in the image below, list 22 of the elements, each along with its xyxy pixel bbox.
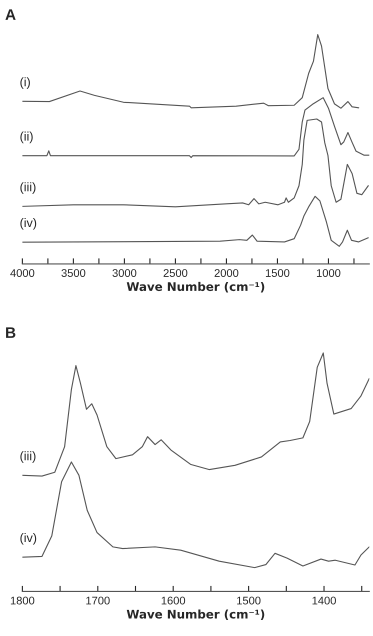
x-axis-title: Wave Number (cm⁻¹) <box>126 282 264 292</box>
x-tick-label: 1500 <box>266 269 290 277</box>
x-tick-label: 1000 <box>316 269 340 277</box>
series-label: (ii) <box>20 132 33 144</box>
x-axis-title: Wave Number (cm⁻¹) <box>126 609 264 620</box>
chart-title: B <box>6 327 16 338</box>
x-tick-label: 3000 <box>112 269 136 277</box>
x-tick-label: 1500 <box>237 596 261 605</box>
x-tick-label: 2000 <box>214 269 238 277</box>
series-label: (iii) <box>20 182 36 194</box>
x-tick-label: 3500 <box>61 269 86 277</box>
x-tick-label: 1800 <box>10 596 34 605</box>
x-tick-label: 2500 <box>164 269 188 277</box>
chart-title: A <box>5 9 16 20</box>
series-label: (iv) <box>20 532 36 545</box>
x-tick-label: 1600 <box>162 596 186 605</box>
series-label: (iv) <box>20 218 36 230</box>
x-tick-label: 4000 <box>10 269 34 277</box>
series-label: (i) <box>20 77 30 89</box>
x-tick-label: 1400 <box>312 596 336 605</box>
series-label: (iii) <box>20 451 36 463</box>
x-tick-label: 1700 <box>86 596 110 605</box>
